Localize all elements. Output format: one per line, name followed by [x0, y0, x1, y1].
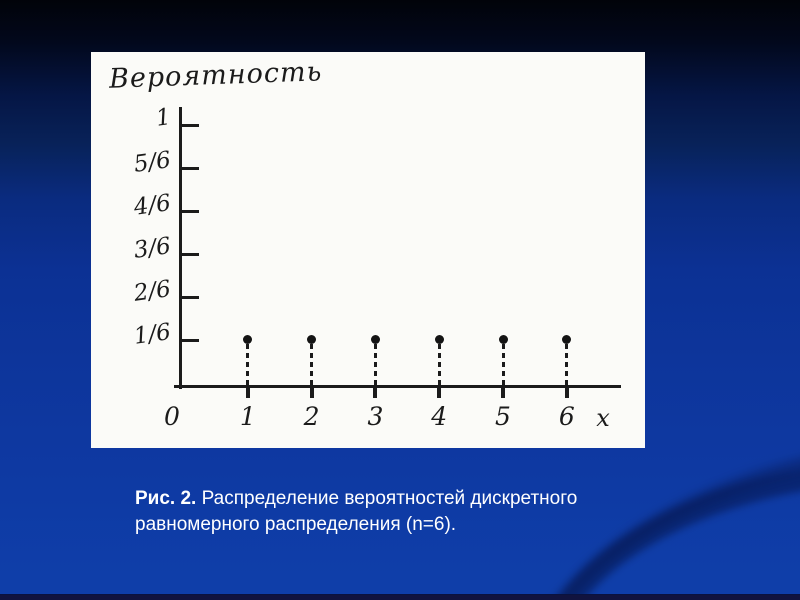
- caption-text-1: Распределение вероятностей дискретного: [196, 488, 578, 509]
- y-tick-label: 2/6: [132, 275, 173, 307]
- x-axis-line: [174, 385, 621, 388]
- x-tick-label: 2: [303, 402, 320, 431]
- caption-line-2: равномерного распределения (n=6).: [135, 512, 627, 538]
- figure-panel: Вероятность x 1 5/6 4/6 3/6 2/6 1/6 0 1 2 3 4 5 6: [91, 52, 645, 448]
- axis-tick-below: [245, 388, 250, 398]
- y-axis-title: Вероятность: [108, 56, 323, 95]
- x-axis-label: x: [596, 404, 610, 432]
- data-point-dot: [370, 335, 380, 345]
- stem-line: [501, 343, 505, 385]
- y-tick-label: 3/6: [132, 232, 173, 264]
- stem-line: [373, 343, 377, 385]
- stem-line: [246, 343, 250, 385]
- y-tick-label: 4/6: [132, 189, 173, 221]
- y-tick-mark: [179, 338, 199, 342]
- y-tick-mark: [179, 167, 199, 170]
- x-tick-label: 6: [558, 402, 575, 431]
- y-tick-mark: [179, 253, 199, 256]
- stem-line: [310, 343, 314, 385]
- bottom-accent-bar: [0, 594, 800, 600]
- axis-tick-below: [309, 388, 314, 398]
- data-point-dot: [434, 335, 444, 345]
- y-axis-line: [179, 107, 182, 389]
- data-point-dot: [562, 335, 572, 345]
- x-tick-label: 3: [367, 402, 384, 431]
- caption-prefix: Рис. 2.: [135, 488, 197, 509]
- caption-text-2: равномерного распределения (n=6).: [135, 514, 457, 535]
- x-tick-label: 5: [495, 402, 511, 431]
- axis-tick-below: [501, 388, 505, 398]
- axis-tick-below: [373, 388, 378, 398]
- stem-line: [565, 343, 569, 385]
- x-tick-label: 0: [164, 402, 180, 431]
- y-tick-mark: [179, 124, 199, 127]
- plot-area: Вероятность x 1 5/6 4/6 3/6 2/6 1/6 0 1 2 3 4 5 6: [91, 52, 645, 448]
- data-point-dot: [498, 335, 508, 345]
- data-point-dot: [243, 335, 253, 345]
- x-tick-label: 1: [239, 402, 256, 431]
- y-tick-mark: [179, 209, 199, 213]
- caption-line-1: Рис. 2. Распределение вероятностей дискр…: [135, 486, 627, 512]
- x-tick-label: 4: [431, 402, 448, 431]
- y-tick-label: 1: [154, 103, 173, 132]
- figure-caption: Рис. 2. Распределение вероятностей дискр…: [135, 486, 627, 538]
- stem-line: [437, 343, 441, 385]
- y-tick-label: 5/6: [132, 146, 173, 178]
- axis-tick-below: [564, 388, 569, 398]
- y-tick-mark: [179, 296, 199, 299]
- data-point-dot: [307, 335, 317, 345]
- axis-tick-below: [437, 388, 442, 398]
- y-tick-label: 1/6: [132, 318, 173, 350]
